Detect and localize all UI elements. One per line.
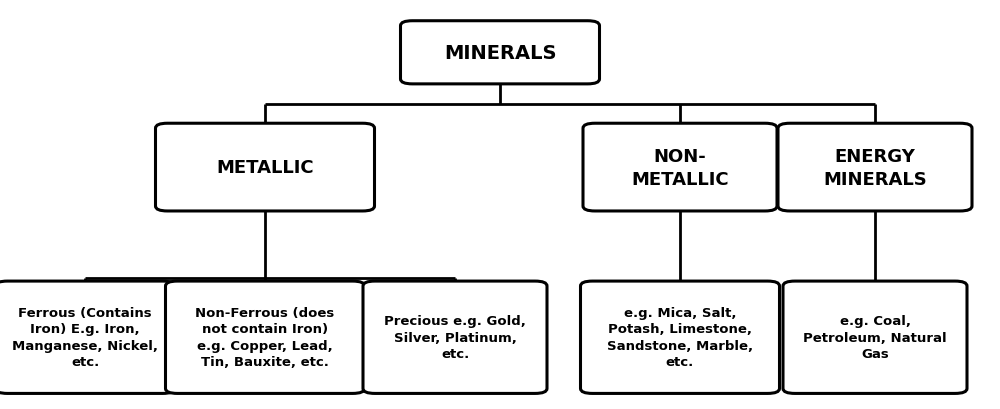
Text: Precious e.g. Gold,
Silver, Platinum,
etc.: Precious e.g. Gold, Silver, Platinum, et… <box>384 315 526 360</box>
FancyBboxPatch shape <box>783 281 967 393</box>
FancyBboxPatch shape <box>778 124 972 211</box>
FancyBboxPatch shape <box>363 281 547 393</box>
Text: MINERALS: MINERALS <box>444 44 556 63</box>
Text: Ferrous (Contains
Iron) E.g. Iron,
Manganese, Nickel,
etc.: Ferrous (Contains Iron) E.g. Iron, Manga… <box>12 306 158 369</box>
FancyBboxPatch shape <box>580 281 780 393</box>
FancyBboxPatch shape <box>0 281 175 393</box>
Text: NON-
METALLIC: NON- METALLIC <box>631 147 729 188</box>
FancyBboxPatch shape <box>400 22 599 85</box>
Text: METALLIC: METALLIC <box>216 159 314 177</box>
Text: e.g. Coal,
Petroleum, Natural
Gas: e.g. Coal, Petroleum, Natural Gas <box>803 315 947 360</box>
FancyBboxPatch shape <box>156 124 374 211</box>
Text: ENERGY
MINERALS: ENERGY MINERALS <box>823 147 927 188</box>
Text: e.g. Mica, Salt,
Potash, Limestone,
Sandstone, Marble,
etc.: e.g. Mica, Salt, Potash, Limestone, Sand… <box>607 306 753 369</box>
FancyBboxPatch shape <box>166 281 364 393</box>
Text: Non-Ferrous (does
not contain Iron)
e.g. Copper, Lead,
Tin, Bauxite, etc.: Non-Ferrous (does not contain Iron) e.g.… <box>195 306 335 369</box>
FancyBboxPatch shape <box>583 124 777 211</box>
